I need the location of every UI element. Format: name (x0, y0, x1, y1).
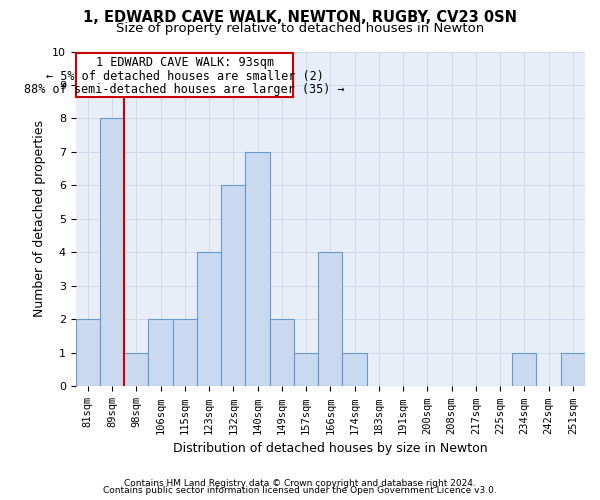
FancyBboxPatch shape (76, 53, 293, 96)
X-axis label: Distribution of detached houses by size in Newton: Distribution of detached houses by size … (173, 442, 488, 455)
Bar (343, 353, 367, 386)
Text: 1 EDWARD CAVE WALK: 93sqm: 1 EDWARD CAVE WALK: 93sqm (96, 56, 274, 68)
Text: Size of property relative to detached houses in Newton: Size of property relative to detached ho… (116, 22, 484, 35)
Bar (173, 320, 197, 386)
Text: ← 5% of detached houses are smaller (2): ← 5% of detached houses are smaller (2) (46, 70, 324, 83)
Bar (76, 320, 100, 386)
Bar (270, 320, 294, 386)
Bar (221, 186, 245, 386)
Bar (124, 353, 148, 386)
Text: Contains public sector information licensed under the Open Government Licence v3: Contains public sector information licen… (103, 486, 497, 495)
Bar (100, 118, 124, 386)
Bar (512, 353, 536, 386)
Text: 88% of semi-detached houses are larger (35) →: 88% of semi-detached houses are larger (… (25, 84, 345, 96)
Bar (561, 353, 585, 386)
Bar (294, 353, 318, 386)
Text: 1, EDWARD CAVE WALK, NEWTON, RUGBY, CV23 0SN: 1, EDWARD CAVE WALK, NEWTON, RUGBY, CV23… (83, 10, 517, 25)
Bar (245, 152, 270, 386)
Y-axis label: Number of detached properties: Number of detached properties (34, 120, 46, 318)
Bar (197, 252, 221, 386)
Text: Contains HM Land Registry data © Crown copyright and database right 2024.: Contains HM Land Registry data © Crown c… (124, 478, 476, 488)
Bar (148, 320, 173, 386)
Bar (318, 252, 343, 386)
